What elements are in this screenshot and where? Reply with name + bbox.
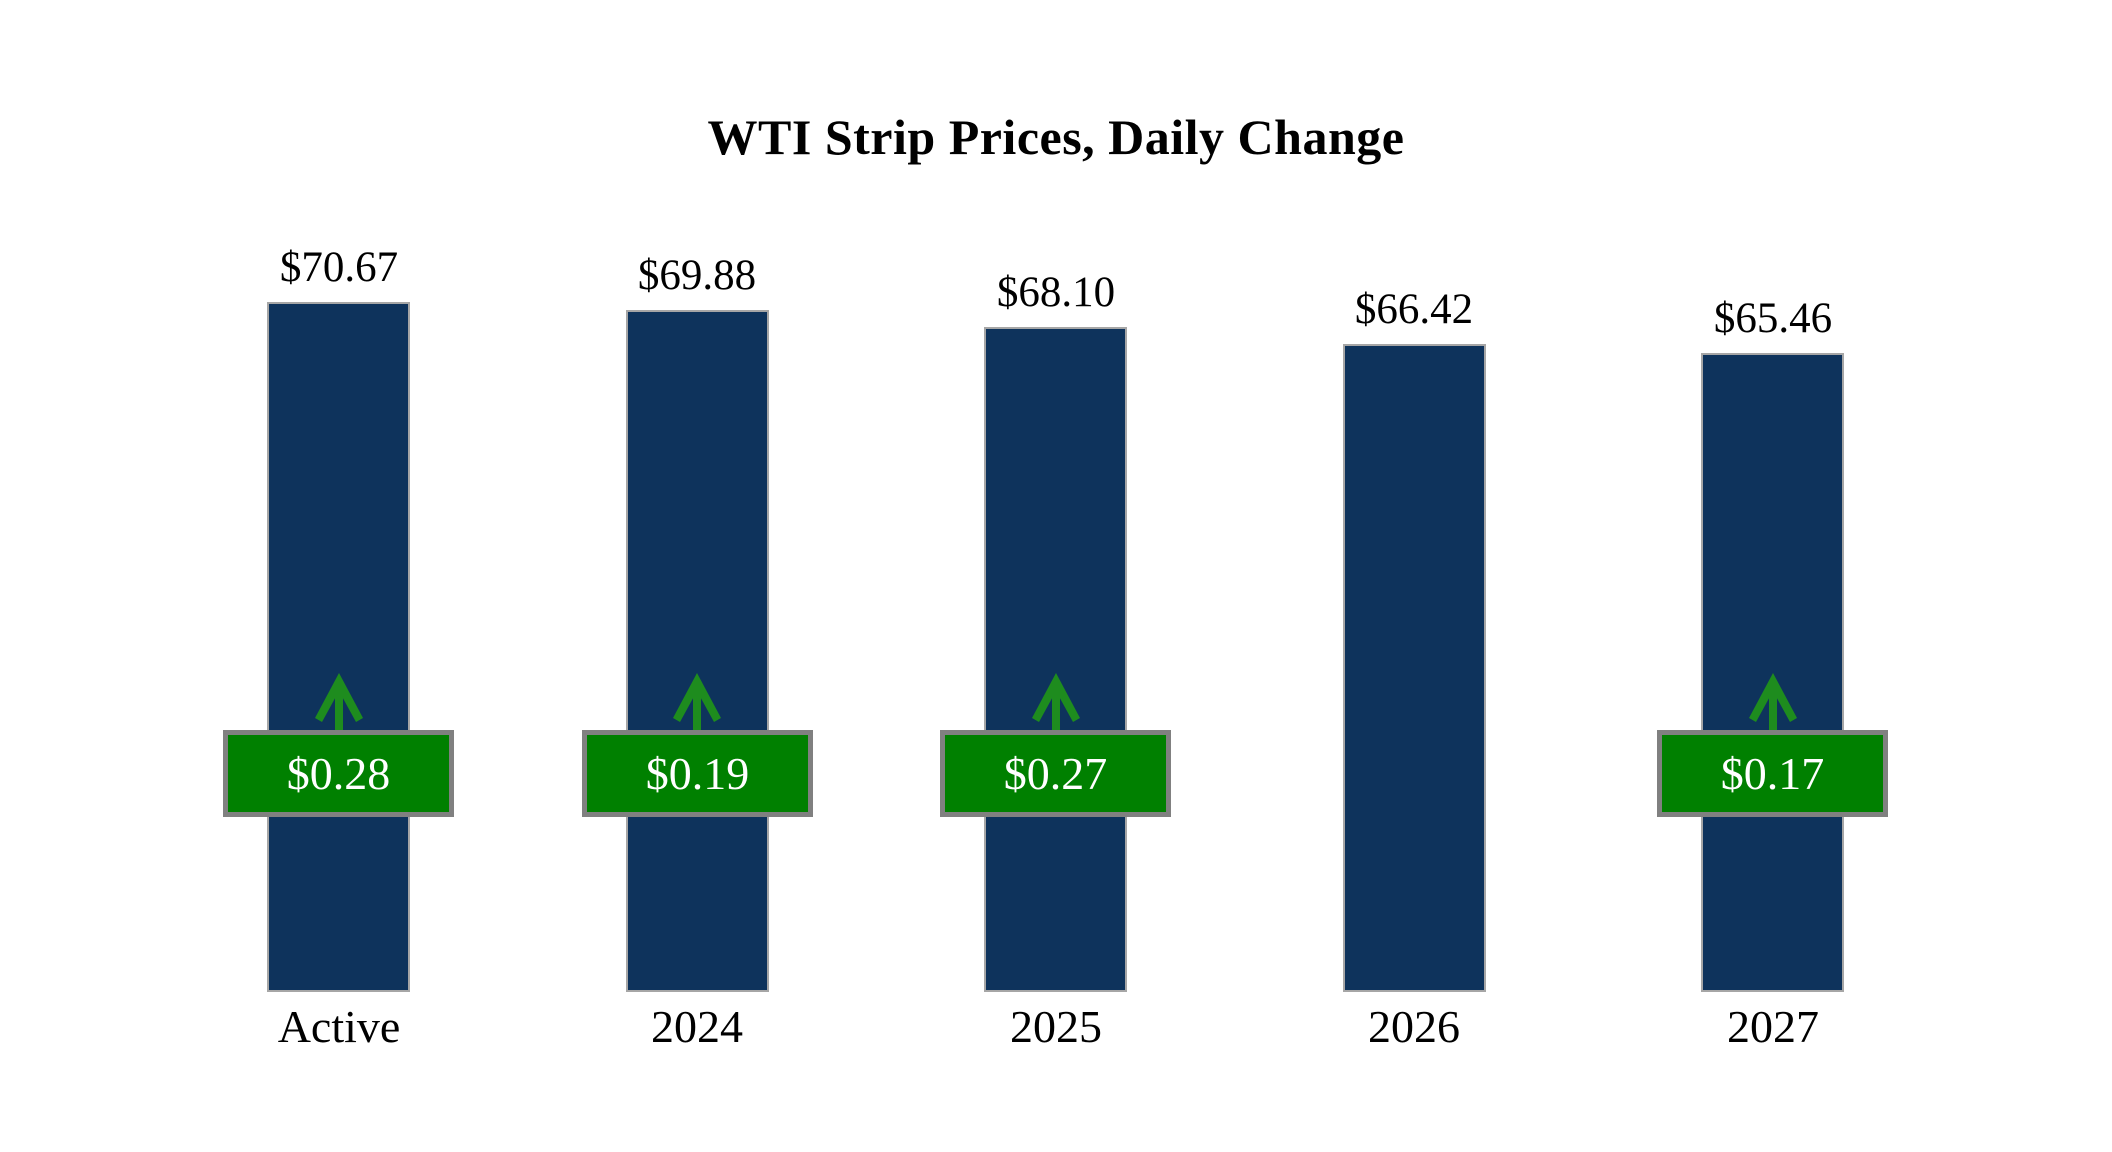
change-label: $0.28 bbox=[286, 748, 391, 799]
bar bbox=[267, 302, 410, 992]
change-badge: $0.19 bbox=[582, 730, 813, 817]
bar bbox=[1701, 353, 1844, 992]
price-label: $68.10 bbox=[996, 269, 1116, 316]
change-badge: $0.27 bbox=[940, 730, 1171, 817]
category-label: Active bbox=[277, 1001, 401, 1052]
price-label: $70.67 bbox=[279, 244, 399, 291]
category-label: 2025 bbox=[1010, 1001, 1102, 1052]
up-arrow-icon bbox=[315, 673, 363, 730]
up-arrow-icon bbox=[1749, 673, 1797, 730]
change-badge: $0.17 bbox=[1657, 730, 1888, 817]
category-label: 2026 bbox=[1368, 1001, 1460, 1052]
change-badge: $0.28 bbox=[223, 730, 454, 817]
category-label: 2027 bbox=[1727, 1001, 1819, 1052]
up-arrow-icon bbox=[1032, 673, 1080, 730]
change-label: $0.19 bbox=[645, 748, 750, 799]
price-label: $65.46 bbox=[1713, 295, 1833, 342]
category-label: 2024 bbox=[651, 1001, 743, 1052]
bar bbox=[984, 327, 1127, 992]
up-arrow-icon bbox=[673, 673, 721, 730]
bar bbox=[1343, 344, 1486, 992]
bar bbox=[626, 310, 769, 992]
price-label: $69.88 bbox=[637, 252, 757, 299]
change-label: $0.27 bbox=[1003, 748, 1108, 799]
change-label: $0.17 bbox=[1720, 748, 1825, 799]
chart-title: WTI Strip Prices, Daily Change bbox=[707, 109, 1405, 165]
price-label: $66.42 bbox=[1354, 286, 1474, 333]
